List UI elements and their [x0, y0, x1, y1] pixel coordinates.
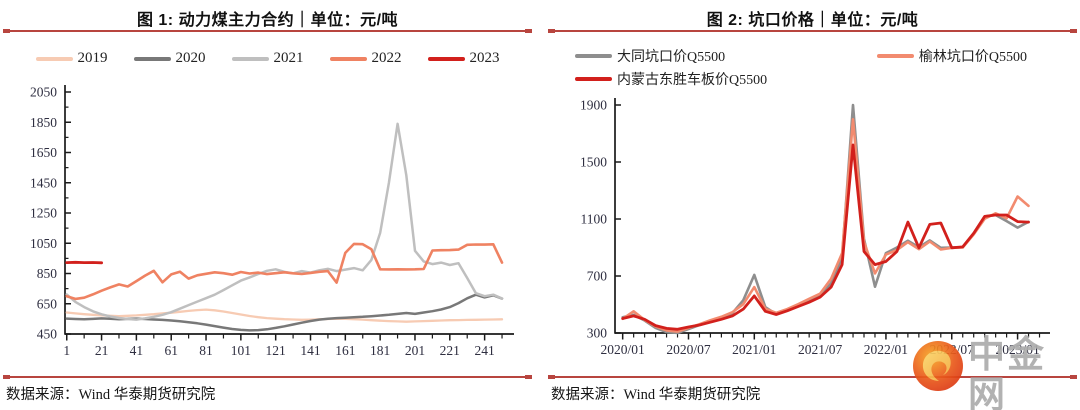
- svg-text:450: 450: [37, 327, 58, 342]
- figure-1-legend: 2019 2020 2021 2022 2023: [0, 50, 535, 67]
- svg-text:1900: 1900: [580, 98, 607, 113]
- svg-text:850: 850: [37, 266, 58, 281]
- legend-label-2021: 2021: [273, 50, 304, 66]
- legend-item-2022: 2022: [329, 50, 402, 67]
- legend-label-yulin: 榆林坑口价Q5500: [918, 49, 1027, 65]
- svg-text:2021/07: 2021/07: [798, 342, 843, 357]
- svg-text:81: 81: [199, 343, 213, 358]
- figure-1-panel: 图 1: 动力煤主力合约｜单位：元/吨 2019 2020 2021 2022: [0, 0, 535, 410]
- svg-text:21: 21: [95, 343, 109, 358]
- svg-text:241: 241: [474, 343, 494, 358]
- svg-text:201: 201: [405, 343, 425, 358]
- svg-text:41: 41: [130, 343, 144, 358]
- legend-swatch-2023: [427, 56, 465, 61]
- svg-text:1050: 1050: [30, 236, 57, 251]
- legend-item-2021: 2021: [231, 50, 304, 67]
- legend-swatch-dongsheng: [575, 76, 612, 81]
- svg-text:2021/01: 2021/01: [732, 342, 776, 357]
- svg-text:121: 121: [266, 343, 286, 358]
- figure-1-top-rule: [3, 29, 532, 33]
- svg-text:101: 101: [231, 343, 251, 358]
- svg-text:1850: 1850: [30, 115, 57, 130]
- svg-text:1100: 1100: [581, 212, 608, 227]
- svg-text:2022/01: 2022/01: [864, 342, 908, 357]
- svg-text:2020/07: 2020/07: [666, 342, 711, 357]
- legend-label-2022: 2022: [371, 50, 402, 66]
- legend-swatch-2019: [35, 56, 73, 61]
- legend-label-2020: 2020: [175, 50, 206, 66]
- legend-swatch-2022: [329, 56, 367, 61]
- legend-item-2020: 2020: [133, 50, 206, 67]
- legend-item-datong: 大同坑口价Q5500: [575, 46, 725, 66]
- legend-label-dongsheng: 内蒙古东胜车板价Q5500: [617, 72, 768, 88]
- legend-label-2019: 2019: [77, 50, 108, 66]
- legend-swatch-yulin: [876, 53, 914, 58]
- svg-text:300: 300: [587, 326, 608, 341]
- legend-swatch-datong: [575, 53, 612, 58]
- legend-label-2023: 2023: [469, 50, 500, 66]
- figure-2-top-rule: [548, 29, 1077, 33]
- figure-2-bottom-rule: [548, 375, 1077, 379]
- svg-text:700: 700: [587, 269, 608, 284]
- legend-swatch-2021: [231, 56, 269, 61]
- svg-text:141: 141: [300, 343, 320, 358]
- figure-2-panel: 图 2: 坑口价格｜单位：元/吨 大同坑口价Q5500 榆林坑口价Q5500: [545, 0, 1080, 410]
- svg-text:650: 650: [37, 296, 58, 311]
- svg-text:61: 61: [164, 343, 178, 358]
- figure-2-legend: 大同坑口价Q5500 榆林坑口价Q5500 内蒙古东胜车板价Q5500: [575, 44, 1065, 90]
- svg-text:221: 221: [440, 343, 460, 358]
- legend-label-datong: 大同坑口价Q5500: [617, 49, 726, 65]
- svg-text:1500: 1500: [580, 155, 607, 170]
- svg-text:2022/07: 2022/07: [930, 342, 975, 357]
- svg-text:161: 161: [335, 343, 355, 358]
- legend-item-2023: 2023: [427, 50, 500, 67]
- legend-swatch-2020: [133, 56, 171, 61]
- figure-1-bottom-rule: [3, 375, 532, 379]
- svg-text:1250: 1250: [30, 206, 57, 221]
- svg-text:181: 181: [370, 343, 390, 358]
- pit-price-chart: 300 700 1100 1500 1900 2020/01 2020/07 2021/01 2…: [580, 98, 1050, 357]
- figure-2-source: 数据来源：Wind 华泰期货研究院: [551, 387, 761, 403]
- figure-2-title: 图 2: 坑口价格｜单位：元/吨: [706, 12, 919, 29]
- legend-item-dongsheng: 内蒙古东胜车板价Q5500: [575, 69, 767, 89]
- figure-1-source: 数据来源：Wind 华泰期货研究院: [6, 387, 216, 403]
- legend-item-2019: 2019: [35, 50, 108, 67]
- svg-text:2023/01: 2023/01: [995, 342, 1039, 357]
- svg-text:2020/01: 2020/01: [601, 342, 645, 357]
- svg-text:2050: 2050: [30, 85, 57, 100]
- svg-text:1650: 1650: [30, 145, 57, 160]
- legend-item-yulin: 榆林坑口价Q5500: [876, 46, 1027, 66]
- figure-1-title: 图 1: 动力煤主力合约｜单位：元/吨: [136, 12, 399, 29]
- svg-text:1450: 1450: [30, 175, 57, 190]
- svg-text:1: 1: [63, 343, 70, 358]
